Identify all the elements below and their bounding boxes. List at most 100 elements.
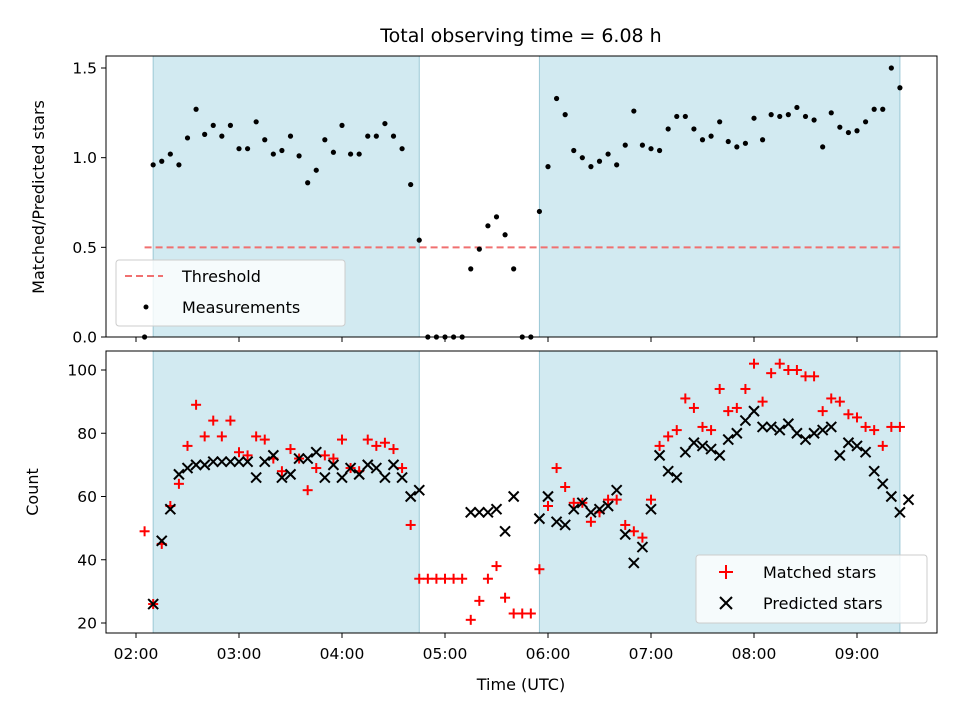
predicted-star-point-b [671, 471, 683, 484]
matched-star-point [560, 482, 571, 493]
legend-predicted-swatch [719, 596, 733, 610]
predicted-star-point-b [233, 456, 245, 468]
measurement-point [167, 151, 173, 157]
matched-star-point [208, 415, 219, 426]
matched-star-point [791, 365, 802, 375]
predicted-star-point [284, 468, 297, 481]
predicted-star-point-b [310, 446, 322, 458]
predicted-star-point [868, 465, 880, 477]
measurement-point [322, 137, 328, 143]
matched-star-point [422, 573, 433, 584]
matched-star-point [680, 393, 691, 404]
measurement-point [227, 122, 234, 128]
matched-star-point [551, 463, 562, 474]
measurement-point [854, 128, 860, 134]
x-tick-label: 08:00 [732, 645, 777, 663]
y-tick-label: 80 [77, 425, 97, 443]
predicted-star-point-b [241, 456, 254, 468]
predicted-star-point-b [147, 598, 159, 610]
predicted-star-point-b [190, 459, 202, 471]
predicted-star-point-b [259, 456, 271, 468]
predicted-star-point [877, 478, 889, 490]
predicted-star-point [688, 437, 700, 449]
matched-star-point [774, 358, 785, 369]
matched-star-point [388, 444, 399, 455]
matched-star-point [319, 450, 330, 461]
matched-star-point [440, 573, 450, 584]
x-tick-label: 02:00 [114, 645, 159, 663]
matched-star-point [585, 516, 596, 527]
y-tick-label: 20 [77, 615, 97, 633]
predicted-star-point-b [404, 490, 417, 503]
predicted-star-point-b [602, 500, 614, 512]
bottom-y-axis: 20 40 60 80 100 [67, 362, 106, 633]
predicted-star-point-b [473, 506, 486, 519]
matched-star-point [225, 415, 236, 426]
predicted-star-point [645, 503, 657, 515]
predicted-star-point [533, 512, 546, 525]
matched-star-point [757, 396, 768, 407]
predicted-star-point [207, 456, 219, 468]
matched-star-point [603, 494, 614, 505]
predicted-star-point-b [696, 440, 709, 452]
measurement-point [742, 140, 749, 146]
predicted-star-point [387, 459, 400, 471]
predicted-star-point [842, 437, 855, 449]
predicted-star-point [241, 456, 254, 468]
predicted-star-point [748, 405, 760, 417]
predicted-star-point-b [894, 506, 906, 519]
predicted-star-point [250, 471, 262, 484]
predicted-star-point [362, 459, 374, 471]
predicted-star-point-b [688, 437, 700, 449]
matched-star-point [534, 564, 545, 575]
predicted-star-point [628, 557, 640, 569]
predicted-star-point-b [293, 452, 305, 465]
predicted-star-point-b [748, 405, 760, 417]
measurement-point [674, 113, 680, 120]
measurement-point [236, 146, 242, 152]
x-axis-label: Time (UTC) [476, 675, 565, 694]
measurement-point [296, 153, 302, 159]
predicted-star-point [327, 459, 340, 471]
matched-star-point [852, 412, 862, 423]
matched-star-point [611, 494, 622, 505]
y-tick-label: 60 [77, 488, 97, 506]
measurement-point [468, 266, 474, 272]
legend-measurements-swatch [143, 304, 149, 310]
matched-star-point [646, 494, 656, 505]
predicted-star-point-b [284, 468, 297, 481]
predicted-star-point [379, 471, 391, 484]
matched-star-point [431, 573, 442, 584]
predicted-star-point-b [216, 456, 228, 468]
predicted-star-point [713, 449, 726, 462]
matched-star-point [414, 573, 425, 584]
measurement-point [777, 113, 783, 120]
measurement-point [485, 223, 491, 229]
measurement-point [330, 149, 337, 155]
measurement-point [305, 180, 311, 186]
matched-star-point [242, 450, 253, 461]
predicted-star-point [722, 433, 734, 446]
matched-star-point [500, 592, 511, 603]
predicted-star-point [181, 462, 194, 474]
matched-star-point [362, 434, 373, 445]
predicted-star-point [799, 433, 812, 446]
measurement-point [244, 146, 251, 152]
predicted-star-point-b [413, 484, 425, 496]
matched-star-point [894, 421, 905, 432]
bottom-y-axis-label: Count [23, 468, 42, 516]
predicted-star-point-b [816, 424, 829, 436]
measurement-point [845, 129, 852, 136]
measurement-point [536, 208, 543, 215]
top-y-axis: 0.0 0.5 1.0 1.5 [72, 60, 106, 347]
bottom-axes-frame [105, 350, 938, 634]
bottom-legend: Matched stars Predicted stars [695, 554, 928, 624]
predicted-star-point [542, 490, 554, 503]
predicted-star-point [619, 528, 631, 541]
matched-star-point [809, 371, 820, 382]
matched-star-point [491, 561, 502, 572]
measurement-point [493, 214, 500, 220]
y-tick-label: 0.5 [72, 239, 97, 257]
predicted-star-point-b [542, 490, 554, 503]
predicted-star-point [662, 465, 674, 477]
